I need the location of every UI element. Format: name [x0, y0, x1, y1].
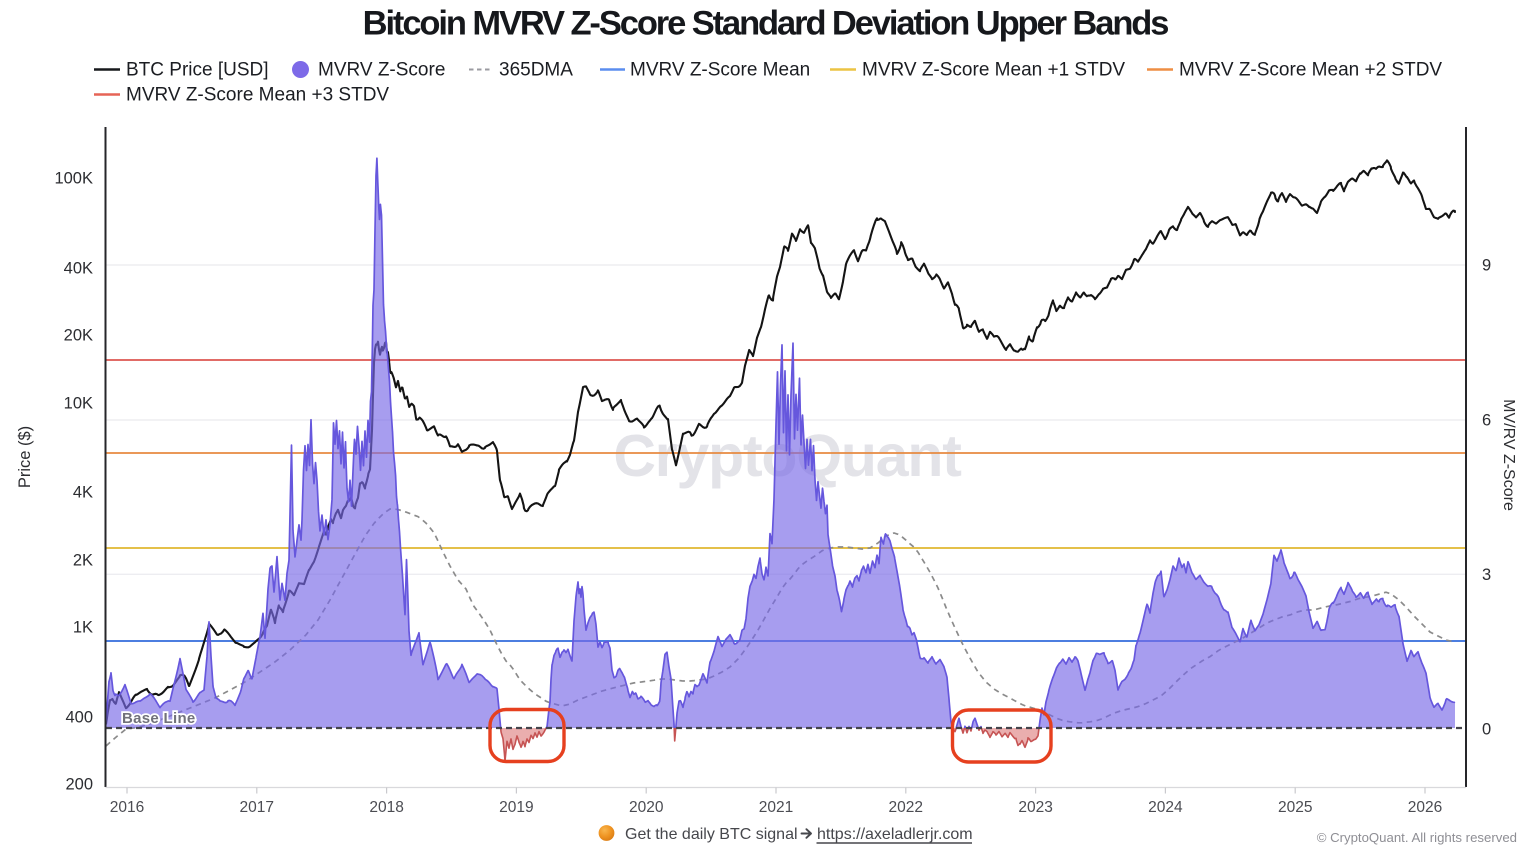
svg-text:2025: 2025 — [1278, 799, 1312, 816]
svg-text:100K: 100K — [54, 170, 93, 188]
svg-text:© CryptoQuant. All rights rese: © CryptoQuant. All rights reserved — [1317, 830, 1517, 845]
svg-text:MVRV Z-Score Mean +2 STDV: MVRV Z-Score Mean +2 STDV — [1179, 60, 1442, 81]
svg-text:20K: 20K — [64, 327, 93, 345]
svg-text:0: 0 — [1482, 721, 1491, 739]
svg-text:MVRV Z-Score Mean +3 STDV: MVRV Z-Score Mean +3 STDV — [126, 85, 389, 106]
svg-text:2023: 2023 — [1018, 799, 1052, 816]
svg-text:10K: 10K — [64, 395, 93, 413]
svg-text:Price ($): Price ($) — [16, 426, 34, 488]
svg-text:2017: 2017 — [240, 799, 274, 816]
svg-text:Get the daily BTC signal: Get the daily BTC signal — [625, 826, 798, 843]
svg-text:Bitcoin MVRV Z-Score Standard: Bitcoin MVRV Z-Score Standard Deviation … — [363, 5, 1169, 43]
svg-text:365DMA: 365DMA — [499, 60, 573, 81]
svg-text:MVRV Z-Score Mean: MVRV Z-Score Mean — [630, 60, 810, 81]
svg-text:40K: 40K — [64, 260, 93, 278]
svg-text:6: 6 — [1482, 412, 1491, 430]
svg-text:2022: 2022 — [889, 799, 923, 816]
svg-text:2016: 2016 — [110, 799, 144, 816]
svg-text:3: 3 — [1482, 566, 1491, 584]
svg-text:2021: 2021 — [759, 799, 793, 816]
svg-text:BTC Price [USD]: BTC Price [USD] — [126, 60, 269, 81]
svg-text:2K: 2K — [73, 552, 93, 570]
svg-text:MVRV Z-Score Mean +1 STDV: MVRV Z-Score Mean +1 STDV — [862, 60, 1125, 81]
svg-text:2024: 2024 — [1148, 799, 1183, 816]
svg-text:2018: 2018 — [369, 799, 403, 816]
svg-text:MV/RV Z-Score: MV/RV Z-Score — [1500, 399, 1517, 511]
svg-text:9: 9 — [1482, 257, 1491, 275]
svg-text:1K: 1K — [73, 619, 93, 637]
svg-text:2026: 2026 — [1408, 799, 1442, 816]
svg-text:Base Line: Base Line — [122, 710, 196, 727]
svg-text:MVRV Z-Score: MVRV Z-Score — [318, 60, 445, 81]
svg-text:4K: 4K — [73, 484, 93, 502]
svg-text:400: 400 — [65, 709, 93, 727]
svg-text:https://axeladlerjr.com: https://axeladlerjr.com — [817, 826, 973, 843]
svg-text:2019: 2019 — [499, 799, 533, 816]
svg-text:2020: 2020 — [629, 799, 664, 816]
svg-text:200: 200 — [65, 776, 93, 794]
